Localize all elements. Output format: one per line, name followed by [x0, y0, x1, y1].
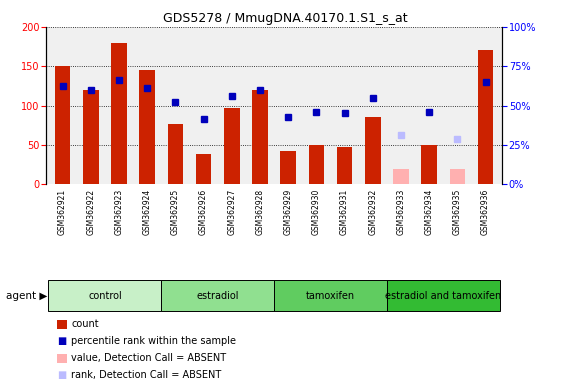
FancyBboxPatch shape	[387, 280, 500, 311]
Bar	[196, 154, 211, 184]
Text: estradiol and tamoxifen: estradiol and tamoxifen	[385, 291, 501, 301]
Text: GSM362929: GSM362929	[284, 189, 293, 235]
Text: GSM362921: GSM362921	[58, 189, 67, 235]
Text: percentile rank within the sample: percentile rank within the sample	[71, 336, 236, 346]
Text: GSM362933: GSM362933	[396, 189, 405, 235]
Text: GSM362924: GSM362924	[143, 189, 152, 235]
Bar	[280, 151, 296, 184]
Text: tamoxifen: tamoxifen	[306, 291, 355, 301]
Text: GDS5278 / MmugDNA.40170.1.S1_s_at: GDS5278 / MmugDNA.40170.1.S1_s_at	[163, 12, 408, 25]
Text: value, Detection Call = ABSENT: value, Detection Call = ABSENT	[71, 353, 227, 363]
Text: control: control	[88, 291, 122, 301]
FancyBboxPatch shape	[49, 280, 161, 311]
FancyBboxPatch shape	[161, 280, 274, 311]
Text: GSM362925: GSM362925	[171, 189, 180, 235]
Text: GSM362936: GSM362936	[481, 189, 490, 235]
Text: rank, Detection Call = ABSENT: rank, Detection Call = ABSENT	[71, 370, 222, 380]
Text: GSM362931: GSM362931	[340, 189, 349, 235]
Text: GSM362922: GSM362922	[86, 189, 95, 235]
Bar	[365, 118, 380, 184]
Text: GSM362930: GSM362930	[312, 189, 321, 235]
FancyBboxPatch shape	[274, 280, 387, 311]
Bar	[111, 43, 127, 184]
Bar	[478, 50, 493, 184]
Bar	[83, 90, 99, 184]
Bar	[421, 145, 437, 184]
Bar	[224, 108, 240, 184]
Bar	[252, 90, 268, 184]
Text: GSM362932: GSM362932	[368, 189, 377, 235]
Text: GSM362927: GSM362927	[227, 189, 236, 235]
Text: GSM362923: GSM362923	[115, 189, 123, 235]
Bar	[308, 145, 324, 184]
Bar	[168, 124, 183, 184]
Text: agent ▶: agent ▶	[6, 291, 47, 301]
Bar	[449, 169, 465, 184]
Bar	[55, 66, 70, 184]
Text: ■: ■	[58, 336, 67, 346]
Bar	[393, 169, 409, 184]
Text: ■: ■	[58, 370, 67, 380]
Text: estradiol: estradiol	[196, 291, 239, 301]
Text: GSM362928: GSM362928	[255, 189, 264, 235]
Text: GSM362934: GSM362934	[425, 189, 433, 235]
Text: GSM362926: GSM362926	[199, 189, 208, 235]
Bar	[139, 70, 155, 184]
Bar	[337, 147, 352, 184]
Text: GSM362935: GSM362935	[453, 189, 462, 235]
Text: count: count	[71, 319, 99, 329]
